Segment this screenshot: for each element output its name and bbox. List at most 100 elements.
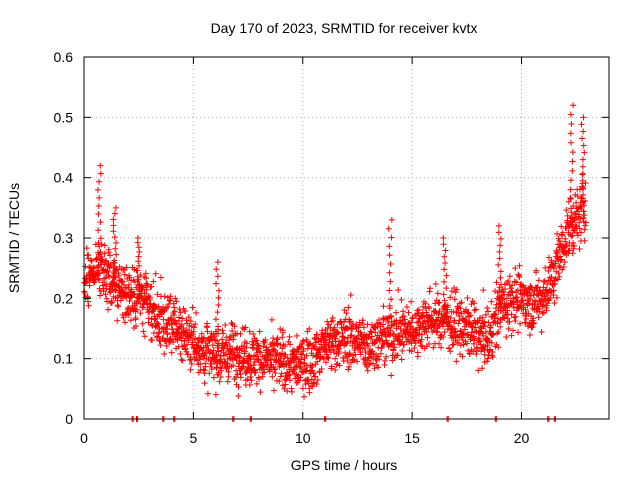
data-point [95, 227, 102, 234]
data-point [90, 265, 97, 272]
data-point [385, 319, 392, 326]
data-point [330, 317, 337, 324]
data-point [220, 330, 227, 337]
data-point [86, 282, 93, 289]
data-point [568, 177, 575, 184]
data-point [168, 349, 175, 356]
data-point [296, 377, 303, 384]
chart-title: Day 170 of 2023, SRMTID for receiver kvt… [211, 20, 478, 36]
data-point [481, 322, 488, 329]
data-point [85, 251, 92, 258]
data-point [480, 332, 487, 339]
data-point [470, 348, 477, 355]
data-point [539, 310, 546, 317]
data-point [214, 309, 221, 316]
data-point [388, 322, 395, 329]
data-point [467, 336, 474, 343]
data-point [213, 352, 220, 359]
data-point [202, 363, 209, 370]
data-point [548, 274, 555, 281]
data-point [447, 294, 454, 301]
data-point [432, 280, 439, 287]
data-point [88, 258, 95, 265]
data-point [318, 365, 325, 372]
x-tick-label: 5 [189, 430, 197, 446]
data-point [345, 366, 352, 373]
data-point [310, 352, 317, 359]
data-point [493, 301, 500, 308]
data-point [444, 313, 451, 320]
data-point [579, 171, 586, 178]
data-point [534, 283, 541, 290]
data-point [526, 332, 533, 339]
data-point [111, 257, 118, 264]
data-point [188, 360, 195, 367]
data-point [453, 286, 460, 293]
data-point [567, 186, 574, 193]
data-point [512, 265, 519, 272]
data-point [287, 341, 294, 348]
data-point [309, 362, 316, 369]
data-point [441, 278, 448, 285]
data-point [110, 228, 117, 235]
data-point [453, 358, 460, 365]
data-point [135, 253, 142, 260]
data-point [369, 348, 376, 355]
data-point [476, 336, 483, 343]
data-point [140, 328, 147, 335]
data-point [204, 390, 211, 397]
data-point [141, 290, 148, 297]
data-point [577, 215, 584, 222]
data-point [468, 301, 475, 308]
data-point [154, 333, 161, 340]
data-point [192, 335, 199, 342]
data-point [157, 274, 164, 281]
data-point [441, 316, 448, 323]
data-point [143, 280, 150, 287]
data-point [256, 328, 263, 335]
data-point [261, 339, 268, 346]
data-point [511, 314, 518, 321]
data-point [161, 293, 168, 300]
data-point [306, 341, 313, 348]
data-point [439, 323, 446, 330]
data-point [177, 350, 184, 357]
data-point [123, 264, 130, 271]
data-point [398, 296, 405, 303]
data-point [156, 338, 163, 345]
data-point [533, 267, 540, 274]
data-point [394, 352, 401, 359]
data-point [547, 288, 554, 295]
data-point [194, 357, 201, 364]
data-point [171, 308, 178, 315]
data-point [237, 330, 244, 337]
data-point [347, 291, 354, 298]
data-point [197, 361, 204, 368]
data-point [457, 327, 464, 334]
data-point [386, 305, 393, 312]
data-point [567, 196, 574, 203]
data-point [293, 332, 300, 339]
y-axis-label: SRMTID / TECUs [6, 183, 22, 293]
data-point [436, 340, 443, 347]
data-point [201, 334, 208, 341]
data-point [440, 303, 447, 310]
data-point [418, 331, 425, 338]
data-point [321, 337, 328, 344]
data-point [576, 211, 583, 218]
data-point [190, 328, 197, 335]
data-point [498, 281, 505, 288]
data-point [495, 229, 502, 236]
data-point [580, 184, 587, 191]
data-point [440, 241, 447, 248]
data-point [286, 333, 293, 340]
data-point [297, 363, 304, 370]
data-point [472, 306, 479, 313]
data-point [428, 312, 435, 319]
data-point [552, 280, 559, 287]
data-point [427, 285, 434, 292]
data-point [252, 369, 259, 376]
data-point [423, 329, 430, 336]
data-point [178, 321, 185, 328]
data-point [568, 139, 575, 146]
